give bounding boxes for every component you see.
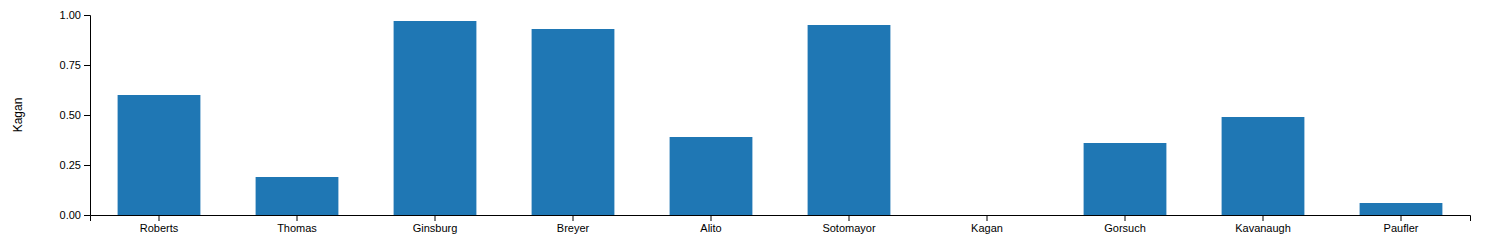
y-tick-mark <box>84 115 90 116</box>
x-tick-mark <box>711 215 712 221</box>
y-tick: 0.75 <box>60 59 90 71</box>
x-tick-mark <box>573 215 574 221</box>
chart-svg: Roberts Thomas Ginsburg Breyer Alito Sotomayo… <box>0 0 1500 250</box>
x-tick: Paufler <box>1384 215 1419 234</box>
x-tick-label: Alito <box>700 222 721 234</box>
x-tick: Ginsburg <box>413 215 458 234</box>
bar <box>394 21 477 215</box>
y-tick-mark <box>84 215 90 216</box>
y-axis-line <box>84 16 91 216</box>
x-tick-mark <box>987 215 988 221</box>
x-tick-mark <box>159 215 160 221</box>
y-tick-label: 0.50 <box>60 109 81 121</box>
y-axis-title: Kagan <box>11 98 25 133</box>
x-axis: Roberts Thomas Ginsburg Breyer Alito Sotomayo… <box>91 215 1471 234</box>
y-tick: 1.00 <box>60 9 90 21</box>
x-tick: Thomas <box>277 215 317 234</box>
x-tick-label: Ginsburg <box>413 222 458 234</box>
y-tick-mark <box>84 15 90 16</box>
x-tick: Alito <box>700 215 721 234</box>
x-tick: Kagan <box>971 215 1003 234</box>
bar <box>946 215 1029 216</box>
bar <box>532 29 615 215</box>
y-tick-label: 1.00 <box>60 9 81 21</box>
x-tick-label: Gorsuch <box>1104 222 1146 234</box>
bar <box>1222 117 1305 215</box>
y-tick-label: 0.75 <box>60 59 81 71</box>
x-tick: Gorsuch <box>1104 215 1146 234</box>
bars <box>118 21 1443 215</box>
y-axis: 0.00 0.25 0.50 0.75 1.00 <box>60 9 91 221</box>
x-tick-mark <box>297 215 298 221</box>
y-tick-mark <box>84 165 90 166</box>
x-tick-label: Breyer <box>557 222 590 234</box>
x-tick-label: Kagan <box>971 222 1003 234</box>
bar <box>670 137 753 215</box>
y-tick-mark <box>84 65 90 66</box>
x-tick-mark <box>1263 215 1264 221</box>
y-tick: 0.25 <box>60 159 90 171</box>
x-tick-label: Kavanaugh <box>1235 222 1291 234</box>
y-tick-label: 0.00 <box>60 209 81 221</box>
x-axis-line <box>91 216 1471 222</box>
x-tick: Sotomayor <box>822 215 876 234</box>
x-tick-label: Sotomayor <box>822 222 876 234</box>
bar <box>808 25 891 215</box>
bar <box>1084 143 1167 215</box>
plot: Roberts Thomas Ginsburg Breyer Alito Sotomayo… <box>11 9 1471 234</box>
y-tick: 0.00 <box>60 209 90 221</box>
x-tick-mark <box>435 215 436 221</box>
y-tick-label: 0.25 <box>60 159 81 171</box>
chart-container: Roberts Thomas Ginsburg Breyer Alito Sotomayo… <box>0 0 1500 250</box>
bar <box>1360 203 1443 215</box>
y-tick: 0.50 <box>60 109 90 121</box>
bar <box>118 95 201 215</box>
x-tick-label: Roberts <box>140 222 179 234</box>
x-tick-mark <box>1401 215 1402 221</box>
x-tick: Breyer <box>557 215 590 234</box>
x-tick-label: Thomas <box>277 222 317 234</box>
x-tick-label: Paufler <box>1384 222 1419 234</box>
x-tick-mark <box>1125 215 1126 221</box>
x-tick-mark <box>849 215 850 221</box>
x-tick: Kavanaugh <box>1235 215 1291 234</box>
x-tick: Roberts <box>140 215 179 234</box>
bar <box>256 177 339 215</box>
